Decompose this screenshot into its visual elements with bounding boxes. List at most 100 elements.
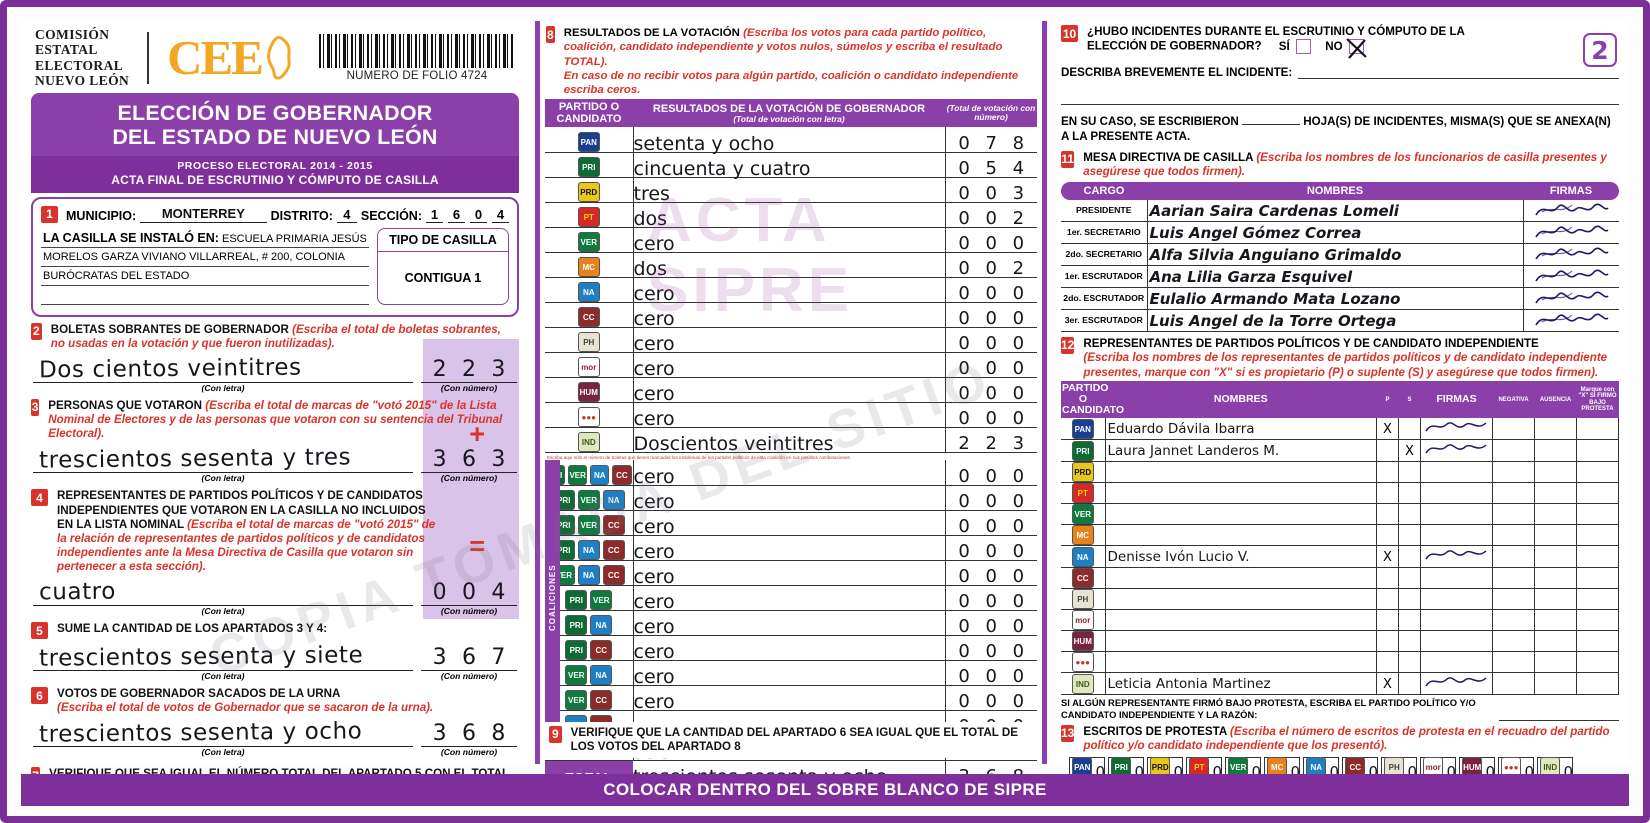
reps-negativa-mark[interactable] (1492, 588, 1535, 611)
reps-nombre[interactable] (1105, 588, 1377, 611)
reps-firma[interactable] (1420, 524, 1493, 547)
reps-nombre[interactable]: Leticia Antonia Martinez (1105, 672, 1377, 696)
results-letra[interactable]: cero (633, 377, 945, 405)
coalition-letra[interactable]: cero (633, 585, 945, 613)
reps-ausencia-mark[interactable] (1534, 439, 1577, 463)
reps-protesta-mark[interactable] (1576, 461, 1619, 484)
distrito-value[interactable]: 4 (336, 207, 357, 223)
reps-p-mark[interactable] (1376, 588, 1399, 611)
reps-nombre[interactable] (1105, 567, 1377, 590)
reps-p-mark[interactable]: X (1376, 672, 1399, 696)
mesa-firma[interactable] (1522, 199, 1619, 222)
coalition-letra[interactable]: cero (633, 460, 945, 488)
section-3-number-input[interactable]: 3 6 3 (Con número) (421, 443, 517, 483)
section-5-number-input[interactable]: 3 6 7 (Con número) (421, 641, 517, 681)
reps-nombre[interactable] (1105, 524, 1377, 547)
reps-negativa-mark[interactable] (1492, 461, 1535, 484)
municipio-value[interactable]: MONTERREY (140, 206, 267, 223)
reps-protesta-mark[interactable] (1576, 588, 1619, 611)
mesa-nombre[interactable]: Luis Angel Gómez Correa (1147, 221, 1523, 244)
reps-negativa-mark[interactable] (1492, 609, 1535, 632)
no-checkbox[interactable] (1346, 38, 1367, 60)
reps-protesta-mark[interactable] (1576, 503, 1619, 526)
results-letra[interactable]: tres (633, 177, 945, 205)
reps-negativa-mark[interactable] (1492, 545, 1535, 569)
reps-nombre[interactable] (1105, 482, 1377, 505)
reps-ausencia-mark[interactable] (1534, 567, 1577, 590)
protesta-box-na[interactable]: NA 0 (1303, 756, 1339, 781)
reps-negativa-mark[interactable] (1492, 418, 1535, 441)
reps-s-mark[interactable] (1398, 503, 1421, 526)
coalition-letra[interactable]: cero (633, 560, 945, 588)
reps-protesta-mark[interactable] (1576, 545, 1619, 569)
reps-firma[interactable] (1420, 482, 1493, 505)
describe-incident-input-2[interactable] (1061, 89, 1619, 105)
section-6-number-input[interactable]: 3 6 8 (Con número) (421, 717, 517, 757)
mesa-nombre[interactable]: Aarian Saira Cardenas Lomeli (1147, 199, 1523, 222)
reps-nombre[interactable]: Denisse Ivón Lucio V. (1105, 545, 1377, 569)
reps-negativa-mark[interactable] (1492, 439, 1535, 463)
results-letra[interactable]: setenta y ocho (633, 127, 945, 155)
protesta-box-ph[interactable]: PH 0 (1381, 756, 1417, 781)
reps-s-mark[interactable] (1398, 524, 1421, 547)
reps-ausencia-mark[interactable] (1534, 588, 1577, 611)
mesa-nombre[interactable]: Eulalio Armando Mata Lozano (1147, 287, 1523, 310)
reps-p-mark[interactable] (1376, 482, 1399, 505)
reps-s-mark[interactable] (1398, 567, 1421, 590)
section-4-letra-input[interactable]: cuatro (33, 576, 413, 607)
coalition-letra[interactable]: cero (633, 510, 945, 538)
reps-firma[interactable] (1420, 439, 1493, 463)
section-6-letra-input[interactable]: trescientos sesenta y ocho (33, 717, 413, 748)
reps-negativa-mark[interactable] (1492, 524, 1535, 547)
reps-negativa-mark[interactable] (1492, 567, 1535, 590)
mesa-firma[interactable] (1522, 243, 1619, 266)
section-3-letra-input[interactable]: trescientos sesenta y tres (33, 443, 413, 474)
reps-s-mark[interactable] (1398, 482, 1421, 505)
reps-protesta-mark[interactable] (1576, 418, 1619, 441)
reps-p-mark[interactable] (1376, 524, 1399, 547)
reps-firma[interactable] (1420, 609, 1493, 632)
reps-nombre[interactable]: Laura Jannet Landeros M. (1105, 439, 1377, 463)
describe-incident-input[interactable] (1298, 63, 1619, 79)
coalition-letra[interactable]: cero (633, 485, 945, 513)
results-letra[interactable]: cincuenta y cuatro (633, 152, 945, 180)
reps-s-mark[interactable] (1398, 651, 1421, 674)
reps-p-mark[interactable] (1376, 503, 1399, 526)
coalition-letra[interactable]: cero (633, 535, 945, 563)
reps-s-mark[interactable] (1398, 588, 1421, 611)
results-letra[interactable]: cero (633, 402, 945, 430)
reps-ausencia-mark[interactable] (1534, 630, 1577, 653)
reps-s-mark[interactable]: X (1398, 439, 1421, 463)
reps-ausencia-mark[interactable] (1534, 482, 1577, 505)
reps-ausencia-mark[interactable] (1534, 418, 1577, 441)
results-letra[interactable]: cero (633, 277, 945, 305)
si-checkbox[interactable] (1296, 39, 1311, 55)
reps-p-mark[interactable] (1376, 651, 1399, 674)
results-letra[interactable]: cero (633, 227, 945, 255)
reps-p-mark[interactable] (1376, 439, 1399, 463)
reps-p-mark[interactable] (1376, 461, 1399, 484)
results-letra[interactable]: cero (633, 302, 945, 330)
reps-s-mark[interactable] (1398, 418, 1421, 441)
reps-ausencia-mark[interactable] (1534, 503, 1577, 526)
mesa-firma[interactable] (1522, 221, 1619, 244)
reps-protesta-mark[interactable] (1576, 651, 1619, 674)
reps-negativa-mark[interactable] (1492, 630, 1535, 653)
address-line-3[interactable]: BURÓCRATAS DEL ESTADO (41, 267, 369, 286)
reps-s-mark[interactable] (1398, 461, 1421, 484)
reps-nombre[interactable] (1105, 630, 1377, 653)
reps-protesta-mark[interactable] (1576, 482, 1619, 505)
reps-ausencia-mark[interactable] (1534, 545, 1577, 569)
reps-firma[interactable] (1420, 545, 1493, 569)
